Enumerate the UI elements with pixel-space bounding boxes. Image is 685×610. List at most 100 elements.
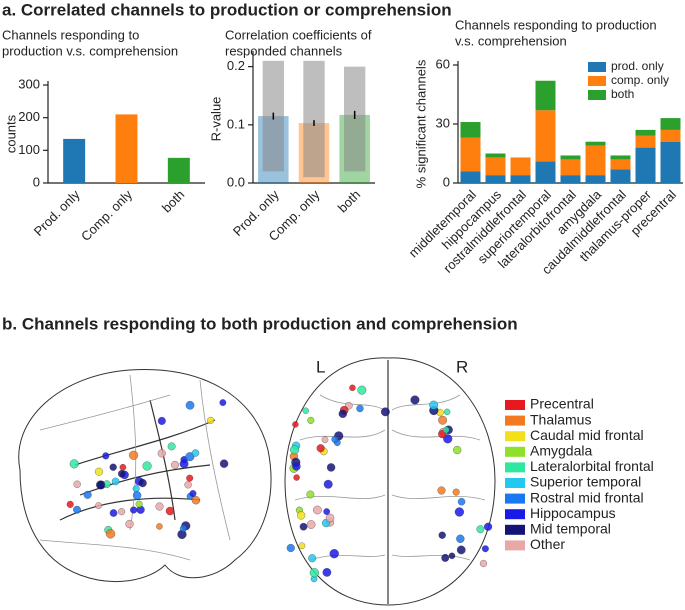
electrode-dot: [357, 385, 367, 395]
panel-a-title: a. Correlated channels to production or …: [2, 0, 452, 19]
y-tick-label: 200: [18, 109, 40, 124]
electrode-dot: [442, 426, 450, 434]
legend-swatch: [505, 400, 525, 410]
hemisphere-label: L: [316, 357, 325, 376]
electrode-dot: [109, 463, 117, 471]
electrode-dot: [73, 505, 81, 514]
electrode-dot: [156, 523, 163, 530]
bar-segment: [610, 155, 631, 160]
electrode-dot: [165, 506, 175, 516]
electrode-dot: [297, 511, 306, 520]
electrode-dot: [322, 568, 332, 577]
legend-label: Thalamus: [530, 411, 591, 427]
legend-label: Superior temporal: [530, 474, 641, 490]
legend-swatch: [505, 415, 525, 426]
legend-label: Amygdala: [530, 443, 592, 459]
electrode-dot: [118, 470, 126, 478]
electrode-dot: [95, 502, 102, 509]
electrode-dot: [323, 508, 330, 515]
electrode-dot: [484, 522, 493, 531]
legend-label: prod. only: [611, 59, 664, 73]
y-tick-label: 0: [33, 174, 40, 189]
y-tick-label: 0.0: [227, 174, 245, 189]
bar-segment: [535, 161, 556, 183]
electrode-dot: [457, 497, 466, 506]
y-tick-label: 100: [18, 142, 40, 157]
electrode-dot: [292, 462, 301, 471]
electrode-dot: [66, 500, 74, 508]
y-tick-label: 0: [443, 174, 450, 189]
legend-label: Rostral mid frontal: [530, 489, 644, 505]
bar-segment: [510, 175, 531, 183]
electrode-dot: [105, 529, 116, 539]
electrode-dot: [338, 409, 347, 418]
bar-segment: [585, 145, 606, 176]
bar-segment: [560, 159, 581, 176]
x-tick-label: both: [159, 187, 188, 216]
electrode-dot: [316, 444, 325, 453]
electrode-dot: [73, 480, 81, 488]
electrode-dot: [171, 460, 179, 469]
bar: [115, 114, 138, 183]
electrode-dot: [323, 479, 333, 489]
electrode-dot: [184, 481, 192, 489]
y-axis-label: % significant channels: [413, 59, 428, 188]
electrode-dot: [437, 486, 446, 495]
electrode-dot: [329, 549, 339, 559]
bar-segment: [485, 175, 506, 183]
electrode-dot: [83, 490, 92, 499]
electrode-dot: [308, 554, 317, 563]
electrode-dot: [443, 408, 451, 416]
electrode-dot: [356, 404, 364, 413]
x-tick-label: Prod. only: [31, 187, 83, 239]
legend-label: Precentral: [530, 396, 594, 412]
y-tick-label: 30: [436, 115, 450, 130]
electrode-dot: [185, 400, 195, 410]
electrode-dot: [167, 442, 176, 451]
legend-swatch: [505, 446, 525, 457]
electrode-dot: [454, 507, 464, 517]
y-tick-label: 60: [436, 56, 450, 71]
bar-segment: [460, 137, 481, 172]
bar-segment: [485, 157, 506, 176]
legend-label: Lateralorbital frontal: [530, 458, 654, 474]
bar-segment: [660, 141, 681, 183]
electrode-dot: [456, 534, 465, 543]
bar-segment: [535, 110, 556, 162]
chart-title: production v.s. comprehension: [2, 43, 178, 58]
electrode-dot: [443, 434, 453, 444]
legend-swatch: [505, 478, 525, 488]
bar: [63, 138, 86, 183]
top-brain: L R: [284, 357, 496, 606]
legend-swatch: [505, 431, 525, 442]
electrode-dot: [189, 490, 197, 497]
legend-label: both: [611, 87, 634, 101]
point-cloud: [303, 60, 325, 178]
y-axis-label: counts: [3, 114, 18, 153]
electrode-dot: [410, 395, 420, 405]
x-tick-label: both: [335, 187, 364, 216]
electrode-dot: [111, 477, 120, 486]
lateral-brain: [18, 368, 272, 582]
legend-swatch: [588, 62, 606, 72]
electrode-dot: [102, 452, 110, 460]
bar-segment: [610, 159, 631, 170]
electrode-dot: [325, 513, 335, 523]
electrode-dot: [186, 474, 194, 482]
electrode-dot: [179, 525, 187, 532]
electrode-dot: [452, 488, 460, 496]
electrode-dot: [130, 506, 138, 514]
y-tick-label: 300: [18, 76, 40, 91]
electrode-dot: [380, 407, 390, 417]
electrode-dot: [438, 531, 446, 539]
electrode-dot: [185, 452, 195, 462]
chart-title: v.s. comprehension: [455, 33, 567, 48]
legend-label: comp. only: [611, 73, 669, 87]
electrode-dot: [299, 522, 308, 531]
electrode-dot: [129, 450, 139, 460]
electrode-dot: [448, 552, 456, 560]
electrode-dot: [207, 416, 215, 424]
panel-b-title: b. Channels responding to both productio…: [2, 314, 518, 333]
electrode-dot: [306, 490, 315, 499]
